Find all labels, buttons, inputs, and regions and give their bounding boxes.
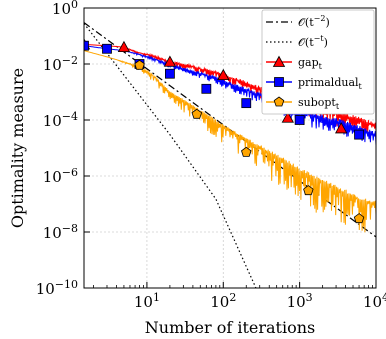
marker-primaldualt (102, 43, 112, 54)
y-tick-label: 10−10 (36, 278, 78, 298)
x-tick-label: 104 (363, 291, 386, 311)
legend-marker (274, 77, 284, 87)
x-tick-label: 102 (210, 291, 236, 311)
marker-gapt (335, 122, 348, 134)
legend-marker (273, 96, 285, 107)
marker-suboptt (353, 213, 365, 224)
legend-box (261, 9, 375, 115)
marker-gapt (117, 40, 131, 53)
marker-suboptt (134, 59, 145, 70)
marker-gapt (217, 68, 230, 81)
x-tick-label: 103 (287, 291, 313, 311)
marker-suboptt (191, 108, 203, 119)
y-tick-label: 10−8 (43, 222, 78, 242)
series-line-primaldualt (84, 45, 376, 146)
x-tick-label: 101 (134, 291, 160, 311)
y-tick-label: 10−4 (43, 110, 78, 130)
series-layer (84, 22, 376, 288)
marker-gapt (163, 55, 177, 67)
series-line-ott (84, 23, 257, 288)
marker-primaldualt (241, 98, 252, 109)
legend-entry: gapt (298, 56, 323, 71)
legend-entry: 𝒪(t−t) (298, 34, 328, 49)
marker-suboptt (303, 185, 314, 196)
plot-frame (83, 7, 377, 289)
legend: 𝒪(t−2) 𝒪(t−t) gapt primaldualt suboptt (261, 9, 375, 115)
marker-primaldualt (165, 68, 175, 79)
marker-suboptt (241, 146, 252, 157)
y-axis-label: Optimality measure (8, 68, 27, 228)
marker-primaldualt (201, 83, 212, 94)
y-tick-label: 100 (52, 0, 78, 18)
legend-marker (272, 55, 286, 67)
x-axis-label: Number of iterations (145, 318, 315, 337)
legend-entry: primaldualt (298, 76, 363, 91)
y-tick-label: 10−6 (43, 166, 78, 186)
grid (84, 8, 376, 288)
legend-entry: 𝒪(t−2) (298, 14, 330, 29)
marker-gapt (281, 111, 294, 123)
tick-layer: 101 102 103 104 100 10−2 10−4 10−6 10−8 10−10 (36, 0, 386, 311)
y-tick-label: 10−2 (43, 54, 78, 74)
marker-primaldualt (84, 40, 89, 51)
marker-primaldualt (354, 129, 364, 140)
legend-entry: suboptt (298, 96, 340, 111)
marker-primaldualt (294, 115, 305, 125)
series-line-suboptt (84, 50, 376, 233)
